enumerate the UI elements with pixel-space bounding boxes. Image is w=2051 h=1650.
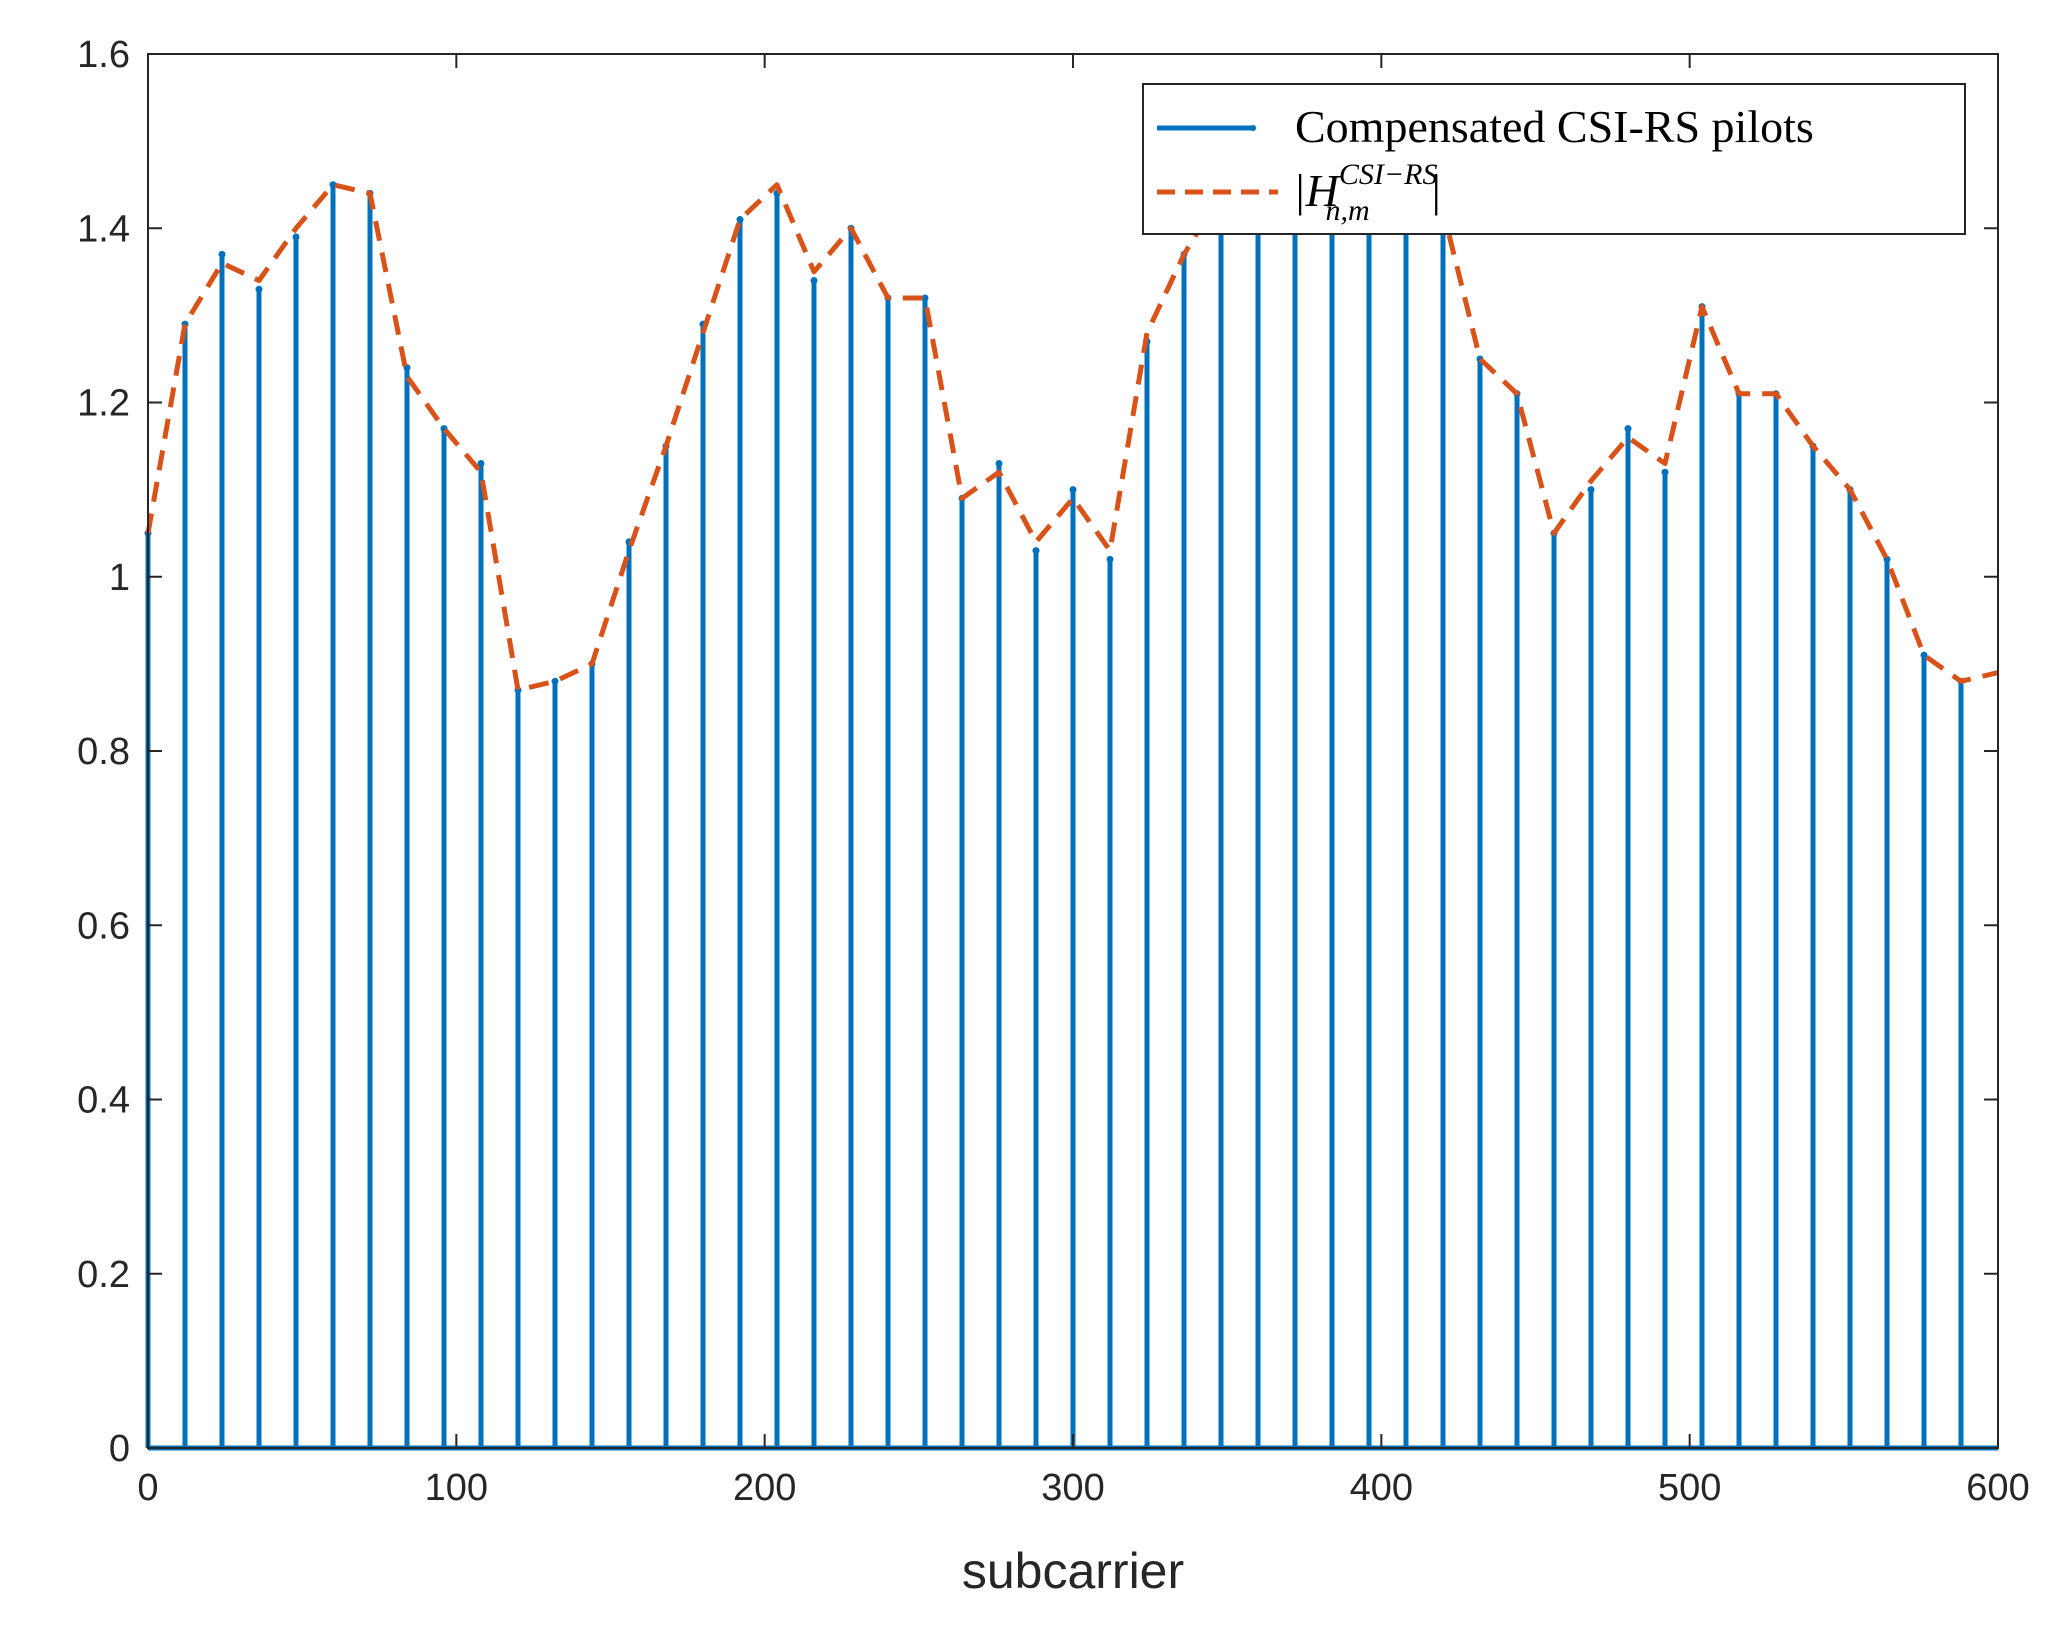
legend-label-channel: |HCSI−RS n,m | (1293, 158, 1441, 227)
legend-label-channel-sub: n,m (1325, 194, 1369, 227)
y-tick-label: 1 (109, 557, 130, 599)
y-tick-label: 1.4 (77, 208, 130, 250)
x-tick-label: 600 (1966, 1467, 2029, 1509)
stem-marker (551, 677, 559, 685)
legend-label-channel-base: |H (1293, 165, 1342, 216)
axes: 0 100 200 300 400 500 600 0 0.2 0.4 0.6 0.8 1 1.2 1.4 1… (77, 34, 2030, 1509)
stem-marker (995, 459, 1003, 467)
stem-marker (1587, 486, 1595, 494)
dashed-line-series (145, 156, 1999, 693)
x-tick-label: 300 (1041, 1467, 1104, 1509)
stem-series (144, 155, 1998, 1451)
y-tick-label: 1.6 (77, 34, 130, 76)
stem-marker (255, 285, 263, 293)
x-axis-title: subcarrier (962, 1543, 1184, 1599)
stem-marker (1069, 486, 1077, 494)
y-tick-label: 0.8 (77, 731, 130, 773)
stem-marker (1106, 555, 1114, 563)
y-tick-label: 0.4 (77, 1080, 130, 1122)
stem-marker (292, 233, 300, 241)
stem-marker (329, 181, 337, 189)
legend-box (1142, 83, 1966, 235)
stem-marker (1920, 651, 1928, 659)
stem-marker (218, 250, 226, 258)
stem-marker (921, 294, 929, 302)
y-tick-label: 0.6 (77, 905, 130, 947)
stem-marker (810, 277, 818, 285)
stem-marker (736, 216, 744, 224)
y-tick-label: 0.2 (77, 1254, 130, 1296)
x-tick-label: 500 (1658, 1467, 1721, 1509)
legend-label-channel-sup: CSI−RS (1339, 158, 1438, 191)
legend: Compensated CSI-RS pilots |HCSI−RS n,m | (1142, 83, 1966, 235)
stem-marker (1032, 547, 1040, 555)
stem-marker (1624, 425, 1632, 433)
legend-swatch-marker (1250, 125, 1256, 131)
x-tick-label: 100 (425, 1467, 488, 1509)
stem-marker (477, 459, 485, 467)
stem-marker (1661, 468, 1669, 476)
x-tick-label: 0 (137, 1467, 158, 1509)
y-tick-label: 0 (109, 1428, 130, 1470)
legend-label-channel-end: | (1432, 165, 1441, 216)
x-tick-label: 400 (1350, 1467, 1413, 1509)
x-tick-label: 200 (733, 1467, 796, 1509)
dashed-line (145, 156, 1999, 693)
y-tick-label: 1.2 (77, 383, 130, 425)
legend-label-pilots: Compensated CSI-RS pilots (1295, 101, 1814, 152)
